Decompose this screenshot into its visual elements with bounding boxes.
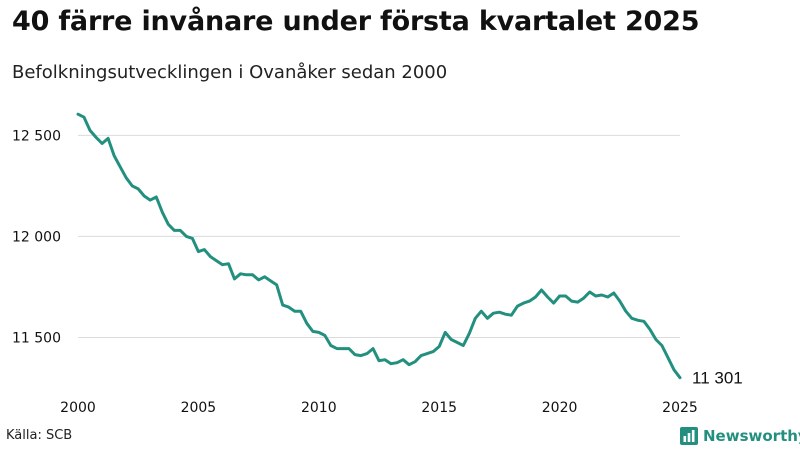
gridlines <box>78 134 680 338</box>
end-value-label: 11 301 <box>692 369 743 388</box>
x-tick-label: 2025 <box>662 400 698 416</box>
y-axis: 11 500 12 000 12 500 <box>12 128 61 346</box>
brand-name: Newsworthy <box>703 427 800 445</box>
chart-title: 40 färre invånare under första kvartalet… <box>12 6 700 37</box>
y-tick-label: 12 500 <box>12 128 61 144</box>
series-lines <box>76 112 682 380</box>
x-tick-label: 2020 <box>542 400 578 416</box>
chart-subtitle: Befolkningsutvecklingen i Ovanåker sedan… <box>12 62 448 83</box>
x-tick-label: 2005 <box>181 400 217 416</box>
y-tick-label: 11 500 <box>12 330 61 346</box>
x-tick-label: 2000 <box>60 400 96 416</box>
y-tick-label: 12 000 <box>12 229 61 245</box>
x-tick-label: 2010 <box>301 400 337 416</box>
x-axis: 2000 2005 2010 2015 2020 2025 <box>60 400 698 416</box>
source-note: Källa: SCB <box>6 428 73 443</box>
x-tick-label: 2015 <box>421 400 457 416</box>
brand-logo: Newsworthy <box>680 427 800 445</box>
series-line <box>76 112 682 380</box>
end-labels: 11 301 <box>692 369 743 388</box>
bar-chart-icon <box>680 427 698 445</box>
